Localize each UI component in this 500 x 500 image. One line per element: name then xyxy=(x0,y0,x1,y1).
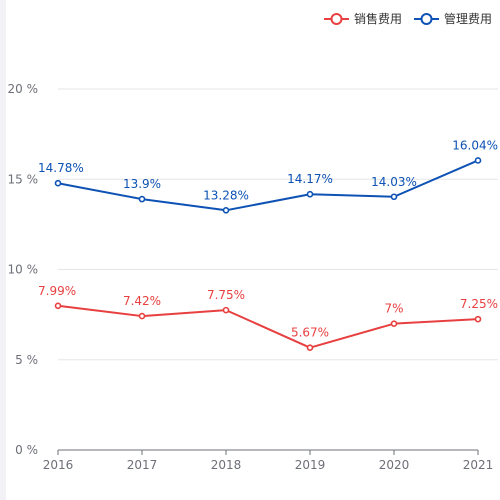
data-label: 7% xyxy=(384,302,403,316)
data-point xyxy=(474,315,482,323)
data-label: 7.75% xyxy=(207,288,245,302)
data-label: 14.17% xyxy=(287,172,333,186)
y-tick-label: 10 % xyxy=(8,263,39,277)
data-label: 7.42% xyxy=(123,294,161,308)
data-label: 14.78% xyxy=(38,161,84,175)
legend-line-marker-icon xyxy=(323,12,349,25)
data-point xyxy=(306,190,314,198)
data-label: 7.99% xyxy=(38,284,76,298)
data-label: 16.04% xyxy=(452,138,498,152)
x-tick-label: 2017 xyxy=(127,458,158,472)
legend-item-admin-expense[interactable]: 管理费用 xyxy=(413,10,492,27)
data-point xyxy=(222,306,230,314)
series-line xyxy=(57,159,479,212)
data-point xyxy=(54,302,62,310)
x-tick-label: 2018 xyxy=(211,458,242,472)
data-label: 13.28% xyxy=(203,188,249,202)
data-point xyxy=(138,195,146,203)
data-point xyxy=(390,320,398,327)
data-point xyxy=(54,179,62,187)
data-point xyxy=(390,193,398,201)
data-point xyxy=(474,157,482,164)
data-point xyxy=(306,344,314,351)
legend-line-marker-icon xyxy=(413,12,439,25)
y-tick-label: 20 % xyxy=(8,82,39,96)
legend-label: 销售费用 xyxy=(353,12,402,26)
legend-label: 管理费用 xyxy=(443,12,492,26)
x-tick-label: 2020 xyxy=(379,458,410,472)
data-point xyxy=(138,312,146,320)
data-label: 14.03% xyxy=(371,175,417,189)
y-tick-label: 0 % xyxy=(15,443,38,457)
legend-item-sales-expense[interactable]: 销售费用 xyxy=(323,10,402,27)
y-tick-label: 15 % xyxy=(8,172,39,186)
chart-legend: 销售费用 管理费用 xyxy=(323,10,492,27)
data-label: 13.9% xyxy=(123,177,161,191)
y-tick-label: 5 % xyxy=(15,353,38,367)
data-label: 5.67% xyxy=(291,326,329,340)
series-line xyxy=(57,304,479,349)
x-tick-label: 2019 xyxy=(295,458,326,472)
x-tick-label: 2016 xyxy=(43,458,74,472)
x-tick-label: 2021 xyxy=(463,458,494,472)
left-edge-strip xyxy=(0,0,6,500)
data-point xyxy=(222,206,230,214)
data-label: 7.25% xyxy=(460,297,498,311)
